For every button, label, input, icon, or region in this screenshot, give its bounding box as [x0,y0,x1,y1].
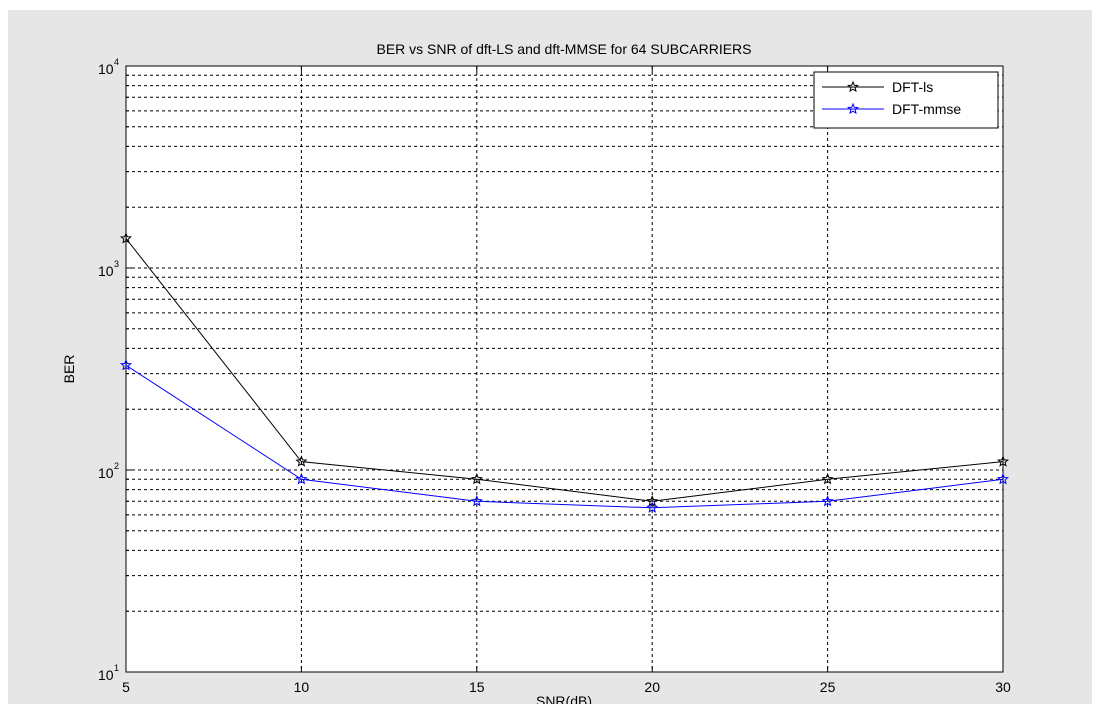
data-point-marker [996,472,1010,485]
x-tick-label: 5 [122,679,130,695]
y-tick-label-exponent: 3 [114,259,119,269]
legend-marker-ls [846,80,860,93]
x-tick-label: 30 [995,679,1011,695]
x-axis-label: SNR(dB) [536,693,592,704]
x-tick-label: 15 [469,679,485,695]
data-point-marker [821,494,834,507]
data-point-marker [470,472,483,485]
data-point-marker [295,455,308,467]
data-point-marker [646,501,659,513]
legend: DFT-ls DFT-mmse [813,71,999,129]
data-point-marker [295,472,308,485]
data-point-marker [821,472,834,485]
grid [125,65,1004,673]
legend-label-mmse: DFT-mmse [892,101,961,117]
y-tick-label-base: 10 [98,465,114,481]
y-tick-label-base: 10 [98,263,114,279]
plot-area [126,66,1003,672]
y-tick-label-exponent: 2 [114,461,119,471]
x-tick-label: 25 [820,679,836,695]
x-tick-label: 10 [294,679,310,695]
y-tick-label-base: 10 [98,61,114,77]
x-tick-label: 20 [644,679,660,695]
y-tick-label-exponent: 4 [114,57,119,67]
legend-marker-mmse [846,102,860,115]
legend-label-ls: DFT-ls [892,79,933,95]
data-point-marker [119,358,133,371]
data-point-marker [470,494,483,507]
data-point-marker [119,232,133,244]
data-point-marker [996,455,1010,467]
plot-frame [125,65,1004,673]
figure-window: 5 10 15 20 25 30 10 1 10 2 10 3 10 4 BER vs SNR of df… [8,10,1092,704]
chart-title: BER vs SNR of dft-LS and dft-MMSE for 64… [376,41,751,57]
y-axis-label: BER [61,355,77,384]
series-line-dft-mmse [125,364,1004,509]
y-tick-label-base: 10 [98,667,114,683]
legend-box [813,71,999,129]
series-line-dft-ls [125,238,1004,502]
y-tick-label-exponent: 1 [114,663,119,673]
series [119,232,1010,513]
